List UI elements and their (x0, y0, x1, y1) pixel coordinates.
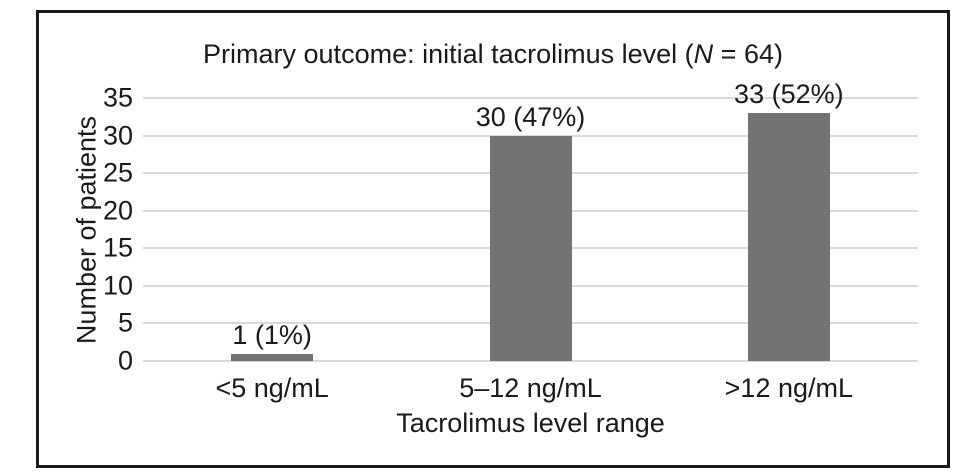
bar-3 (747, 113, 830, 361)
y-tick-label: 15 (102, 232, 133, 263)
y-tick-label: 35 (102, 82, 133, 113)
y-tick-label: 25 (102, 157, 133, 188)
bar-1 (231, 353, 314, 361)
chart-title-n-symbol: N (693, 39, 714, 69)
bar-value-label: 33 (52%) (734, 79, 844, 110)
x-category-label: 5–12 ng/mL (459, 373, 602, 403)
bar-2 (489, 135, 572, 361)
x-axis-label: Tacrolimus level range (396, 408, 665, 438)
gridline (143, 134, 918, 137)
x-category-label: <5 ng/mL (215, 373, 329, 403)
x-category-label: >12 ng/mL (724, 373, 853, 403)
y-axis-tick-labels: 0 5 10 15 20 25 30 35 (58, 84, 133, 374)
y-tick-label: 10 (102, 270, 133, 301)
bar-value-label: 1 (1%) (232, 319, 312, 350)
gridline (143, 360, 918, 362)
chart-title-prefix: Primary outcome: initial tacrolimus leve… (203, 39, 694, 69)
plot-area: 1 (1%) 30 (47%) 33 (52%) (143, 81, 918, 362)
bar-value-label: 30 (47%) (475, 101, 586, 132)
y-tick-label: 5 (117, 307, 133, 338)
chart-title: Primary outcome: initial tacrolimus leve… (36, 38, 950, 70)
y-tick-label: 20 (102, 195, 133, 226)
gridline (143, 97, 918, 99)
y-tick-label: 30 (102, 120, 133, 151)
y-tick-label: 0 (117, 345, 133, 376)
chart-title-suffix: = 64) (713, 39, 783, 69)
x-category-labels: <5 ng/mL 5–12 ng/mL >12 ng/mL (143, 375, 918, 405)
